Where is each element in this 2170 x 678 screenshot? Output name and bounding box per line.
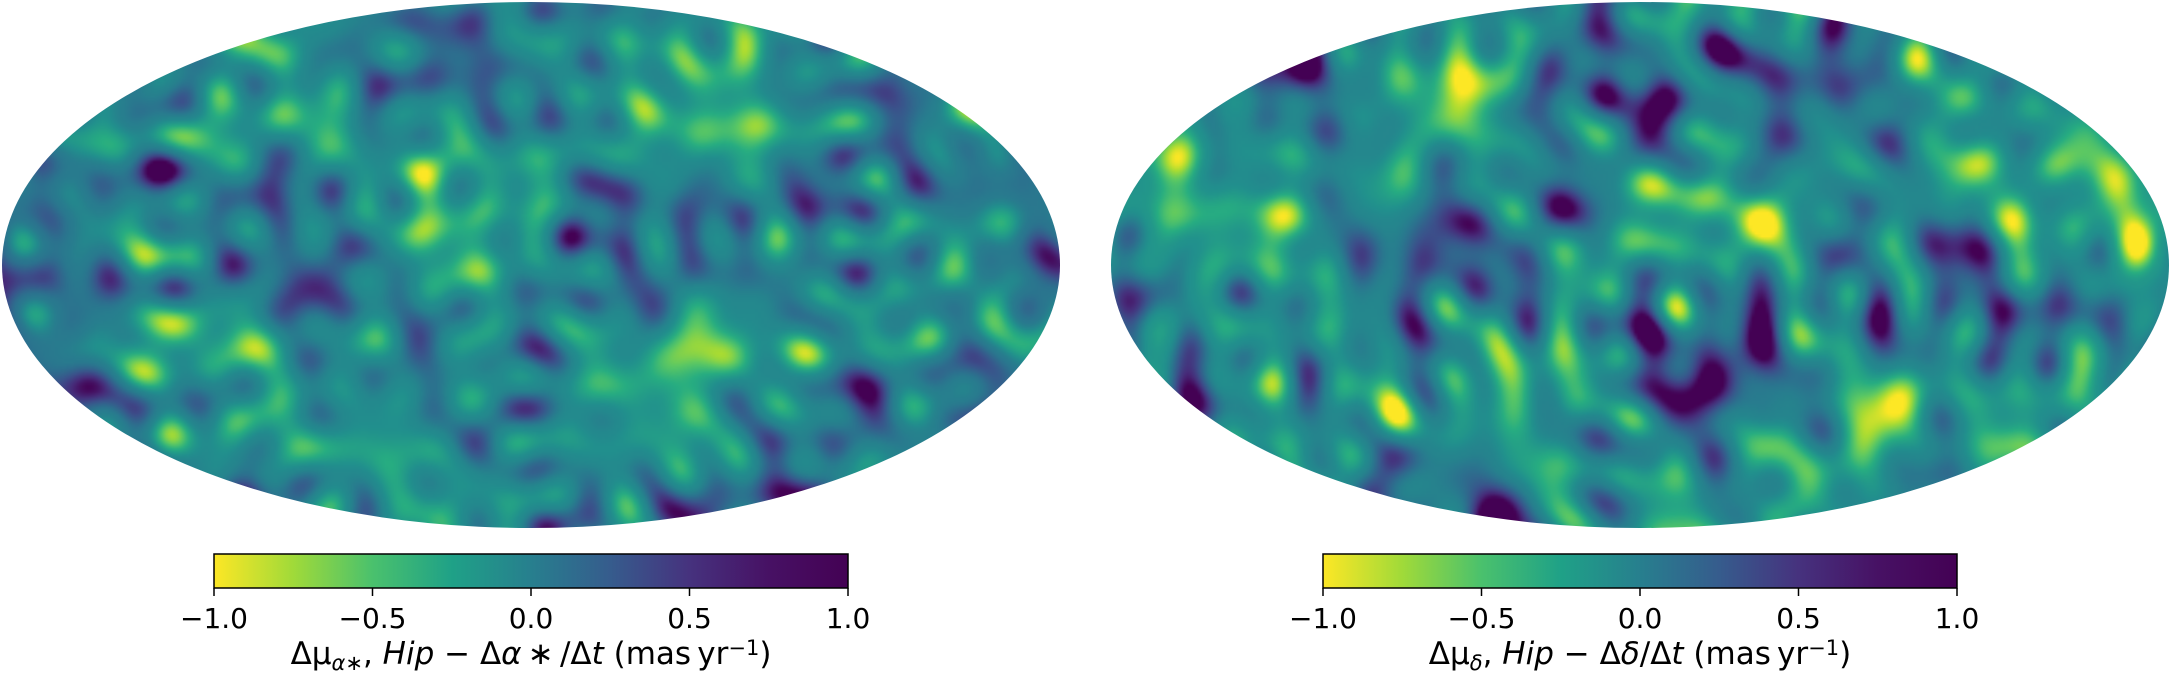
colorbar-2: −1.0 −0.5 0.0 0.5 1.0 Δμδ, Hip − Δδ/Δt (mas … bbox=[1289, 553, 1979, 675]
colorbar-1-tick-label: 0.0 bbox=[509, 602, 554, 635]
colorbar-2-label-part: δ bbox=[1621, 636, 1640, 672]
colorbar-2-label-part: − Δ bbox=[1554, 636, 1621, 672]
colorbar-1-label-part: Hip bbox=[383, 636, 435, 672]
colorbar-2-tick-label: −0.5 bbox=[1448, 602, 1516, 635]
colorbar-2-tick-label: 0.0 bbox=[1618, 602, 1663, 635]
colorbar-1: −1.0 −0.5 0.0 0.5 1.0 Δμα∗, Hip − Δα ∗ /Δt (… bbox=[180, 553, 870, 675]
colorbar-2-label-part: Hip bbox=[1502, 636, 1554, 672]
sky-map-1-raster bbox=[2, 2, 1060, 528]
colorbar-2-gradient bbox=[1322, 553, 1958, 589]
colorbar-1-label-part: Δμ bbox=[291, 636, 332, 672]
colorbar-1-label-part: t bbox=[592, 636, 606, 672]
colorbar-2-label-part: t bbox=[1671, 636, 1685, 672]
sky-map-1 bbox=[2, 2, 1060, 528]
colorbar-2-tick-label: −1.0 bbox=[1289, 602, 1357, 635]
colorbar-2-tick-label: 1.0 bbox=[1935, 602, 1980, 635]
panel-1: −1.0 −0.5 0.0 0.5 1.0 Δμα∗, Hip − Δα ∗ /Δt (… bbox=[2, 2, 1060, 675]
colorbar-1-label-part: − Δ bbox=[434, 636, 501, 672]
colorbar-1-tick-label: 0.5 bbox=[667, 602, 712, 635]
panel-2: −1.0 −0.5 0.0 0.5 1.0 Δμδ, Hip − Δδ/Δt (mas … bbox=[1111, 2, 2169, 675]
colorbar-1-label-part: (mas yr bbox=[604, 636, 729, 672]
colorbar-2-label-part: Δμ bbox=[1429, 636, 1470, 672]
colorbar-2-ticks: −1.0 −0.5 0.0 0.5 1.0 bbox=[1289, 588, 1979, 635]
colorbar-1-gradient bbox=[213, 553, 849, 589]
colorbar-1-label-part: α∗ bbox=[332, 651, 363, 675]
colorbar-2-label-part: ) bbox=[1839, 636, 1851, 672]
colorbar-1-tick-label: −1.0 bbox=[180, 602, 248, 635]
sky-map-2 bbox=[1111, 2, 2169, 528]
colorbar-2-label: Δμδ, Hip − Δδ/Δt (mas yr−1) bbox=[1429, 636, 1851, 675]
colorbar-2-label-part: (mas yr bbox=[1684, 636, 1809, 672]
colorbar-1-label-part: α bbox=[501, 636, 521, 672]
colorbar-2-label-part: δ bbox=[1470, 651, 1483, 675]
colorbar-2-label-part: /Δ bbox=[1640, 636, 1672, 672]
sky-map-2-raster bbox=[1111, 2, 2169, 528]
colorbar-1-label-part: −1 bbox=[728, 636, 759, 660]
colorbar-1-tick-label: −0.5 bbox=[339, 602, 407, 635]
colorbar-1-tick-label: 1.0 bbox=[826, 602, 871, 635]
colorbar-2-label-part: , bbox=[1483, 636, 1503, 672]
colorbar-1-label: Δμα∗, Hip − Δα ∗ /Δt (mas yr−1) bbox=[291, 636, 772, 675]
colorbar-1-label-part: , bbox=[363, 636, 383, 672]
colorbar-2-tick-label: 0.5 bbox=[1776, 602, 1821, 635]
colorbar-1-label-part: ∗ /Δ bbox=[522, 636, 592, 672]
colorbar-2-label-part: −1 bbox=[1808, 636, 1839, 660]
colorbar-1-ticks: −1.0 −0.5 0.0 0.5 1.0 bbox=[180, 588, 870, 635]
colorbar-1-label-part: ) bbox=[759, 636, 771, 672]
